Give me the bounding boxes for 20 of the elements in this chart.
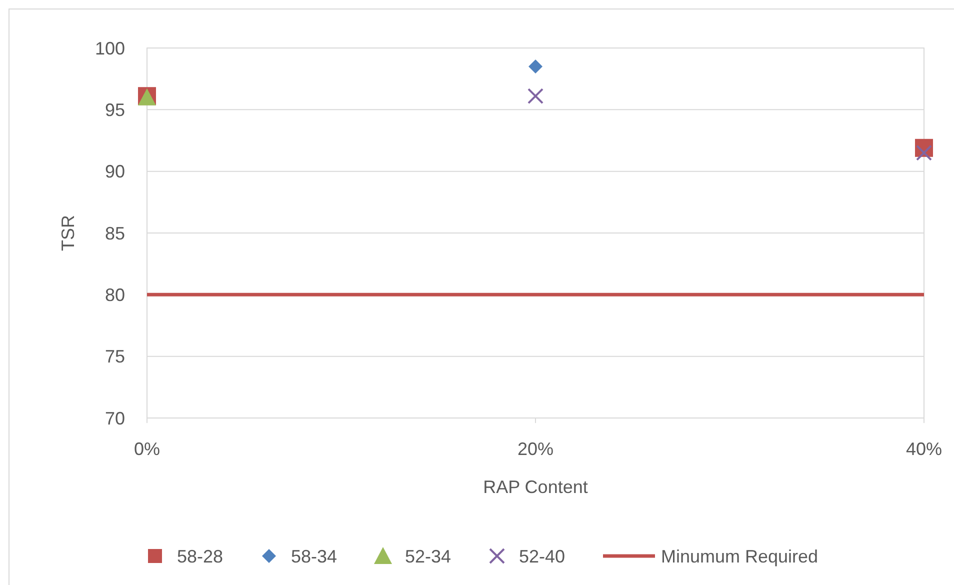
x-tick-label: 0%: [134, 439, 160, 459]
y-tick-label: 95: [104, 100, 125, 120]
legend-label: 52-40: [519, 546, 566, 566]
y-tick-label: 85: [104, 223, 125, 244]
y-tick-label: 90: [104, 162, 125, 182]
legend-label: 58-28: [177, 546, 224, 566]
point: [916, 144, 932, 161]
y-tick-label: 100: [94, 38, 125, 58]
legend-label: 52-34: [405, 546, 452, 566]
y-tick-label: 70: [104, 408, 125, 428]
legend-label: Minumum Required: [661, 546, 818, 566]
legend-label: 58-34: [291, 546, 338, 566]
y-axis-title: TSR: [58, 215, 78, 251]
point: [528, 60, 542, 74]
point: [528, 88, 544, 104]
x-tick-label: 20%: [517, 439, 554, 459]
y-tick-label: 80: [104, 284, 125, 305]
x-axis-title: RAP Content: [483, 477, 588, 497]
y-tick-label: 75: [104, 346, 125, 367]
x-tick-label: 40%: [906, 439, 942, 459]
